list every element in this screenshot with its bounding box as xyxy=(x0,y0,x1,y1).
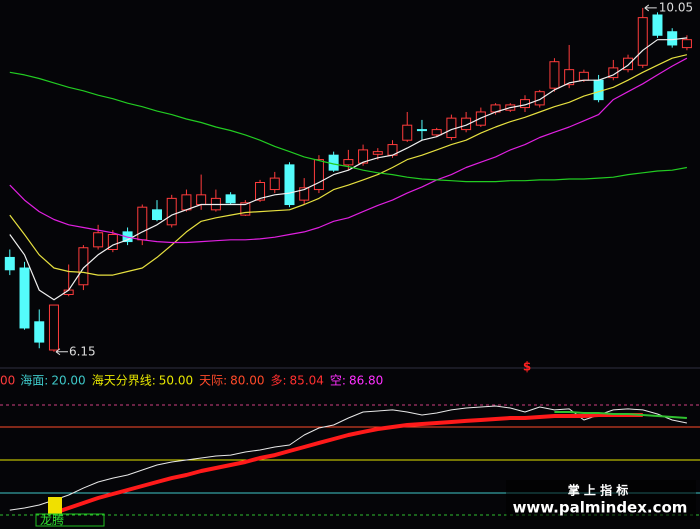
candle-body xyxy=(372,151,383,155)
candle-body xyxy=(608,67,619,79)
candle-body xyxy=(564,69,575,86)
candle-body xyxy=(269,177,280,191)
indicator-line xyxy=(9,57,688,244)
candle-body xyxy=(166,197,177,226)
legend-clipped: 00 xyxy=(0,374,15,388)
legend-name: 海天分界线: xyxy=(92,373,156,388)
candle-body xyxy=(48,304,59,351)
candle-body xyxy=(93,232,104,248)
indicator-line xyxy=(9,54,688,276)
signal-bar xyxy=(48,497,62,514)
indicator-line xyxy=(9,71,688,183)
signal-label: 龙腾 xyxy=(40,512,64,527)
legend-value: 85.04 xyxy=(290,374,324,388)
legend-name: 多: xyxy=(271,374,287,388)
high-label: 10.05 xyxy=(659,1,693,15)
marker: $ xyxy=(523,360,531,374)
indicator-line xyxy=(554,411,687,419)
candle-body xyxy=(240,202,251,216)
candle-body xyxy=(416,129,427,132)
legend-value: 20.00 xyxy=(51,374,85,388)
candle-body xyxy=(358,149,369,164)
candle-body xyxy=(593,79,604,101)
candle-body xyxy=(623,57,634,71)
candle-body xyxy=(313,159,324,191)
candle-body xyxy=(637,17,648,66)
candle-body xyxy=(196,194,207,206)
candle-body xyxy=(578,71,589,81)
candle-body xyxy=(652,14,663,36)
legend-name: 空: xyxy=(330,374,346,388)
high-arrow xyxy=(644,4,657,12)
candle-body xyxy=(255,182,266,201)
candle-body xyxy=(534,91,545,106)
candle-body xyxy=(78,247,89,286)
candle-body xyxy=(402,124,413,141)
candle-body xyxy=(343,159,354,166)
low-arrow xyxy=(55,348,68,356)
candle-body xyxy=(34,321,45,343)
signal-box xyxy=(35,513,105,527)
watermark-bg xyxy=(506,480,696,520)
watermark-title: 掌 上 指 标 xyxy=(568,483,629,498)
watermark-url: www.palmindex.com xyxy=(513,499,688,517)
candle-body xyxy=(549,61,560,89)
candle-body xyxy=(19,267,30,329)
candle-body xyxy=(4,256,15,271)
candle-body xyxy=(681,39,692,49)
legend-name: 海面: xyxy=(20,373,48,388)
candle-body xyxy=(225,194,236,204)
candle-body xyxy=(284,164,295,206)
candle-body xyxy=(446,117,457,139)
candle-body xyxy=(431,129,442,136)
low-label: 6.15 xyxy=(69,344,96,358)
candle-body xyxy=(667,31,678,46)
legend-value: 80.00 xyxy=(230,374,264,388)
candle-body xyxy=(137,206,148,241)
candle-body xyxy=(299,187,310,201)
candle-body xyxy=(152,209,162,221)
indicator-line xyxy=(9,37,687,301)
candle-body xyxy=(181,194,192,211)
price-panel: 10.05 6.15 xyxy=(4,1,693,358)
legend-name: 天际: xyxy=(199,374,227,388)
candle-body xyxy=(107,234,118,251)
legend-value: 86.80 xyxy=(349,374,383,388)
candle-body xyxy=(461,117,472,131)
indicator-line xyxy=(53,413,643,515)
legend-value: 50.00 xyxy=(159,374,193,388)
